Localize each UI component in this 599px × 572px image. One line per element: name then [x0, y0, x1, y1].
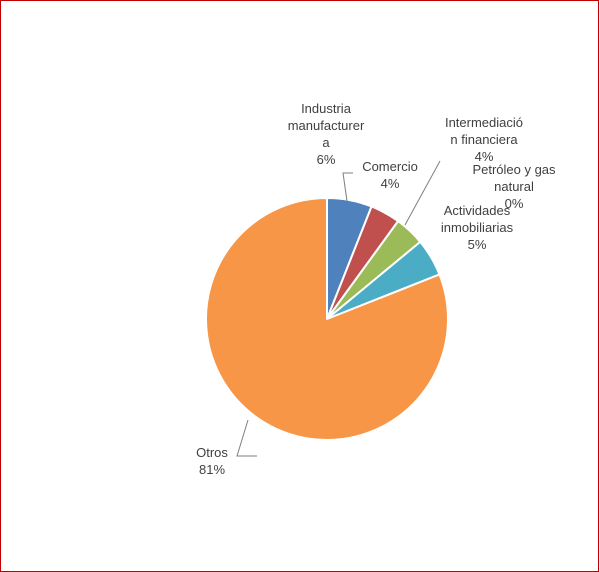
leader-lines — [236, 160, 441, 457]
data-label-actividades-inmobiliarias: Actividades inmobiliarias 5% — [441, 203, 514, 252]
pie-slices — [204, 197, 449, 441]
data-label-comercio: Comercio 4% — [362, 159, 418, 191]
data-label-intermediacion-financiera: Intermediació n financiera 4% — [445, 115, 523, 164]
data-label-otros: Otros 81% — [196, 445, 228, 477]
data-label-industria-manufacturera: Industria manufacturer a 6% — [288, 101, 365, 167]
pie-slice-otros — [204, 197, 449, 441]
data-labels: Industria manufacturer a 6% Comercio 4% Interm… — [196, 101, 556, 477]
leader-line — [404, 160, 441, 226]
leader-line — [236, 419, 257, 457]
data-label-petroleo-y-gas-natural: Petróleo y gas natural 0% — [472, 162, 556, 211]
leader-line — [342, 172, 353, 202]
